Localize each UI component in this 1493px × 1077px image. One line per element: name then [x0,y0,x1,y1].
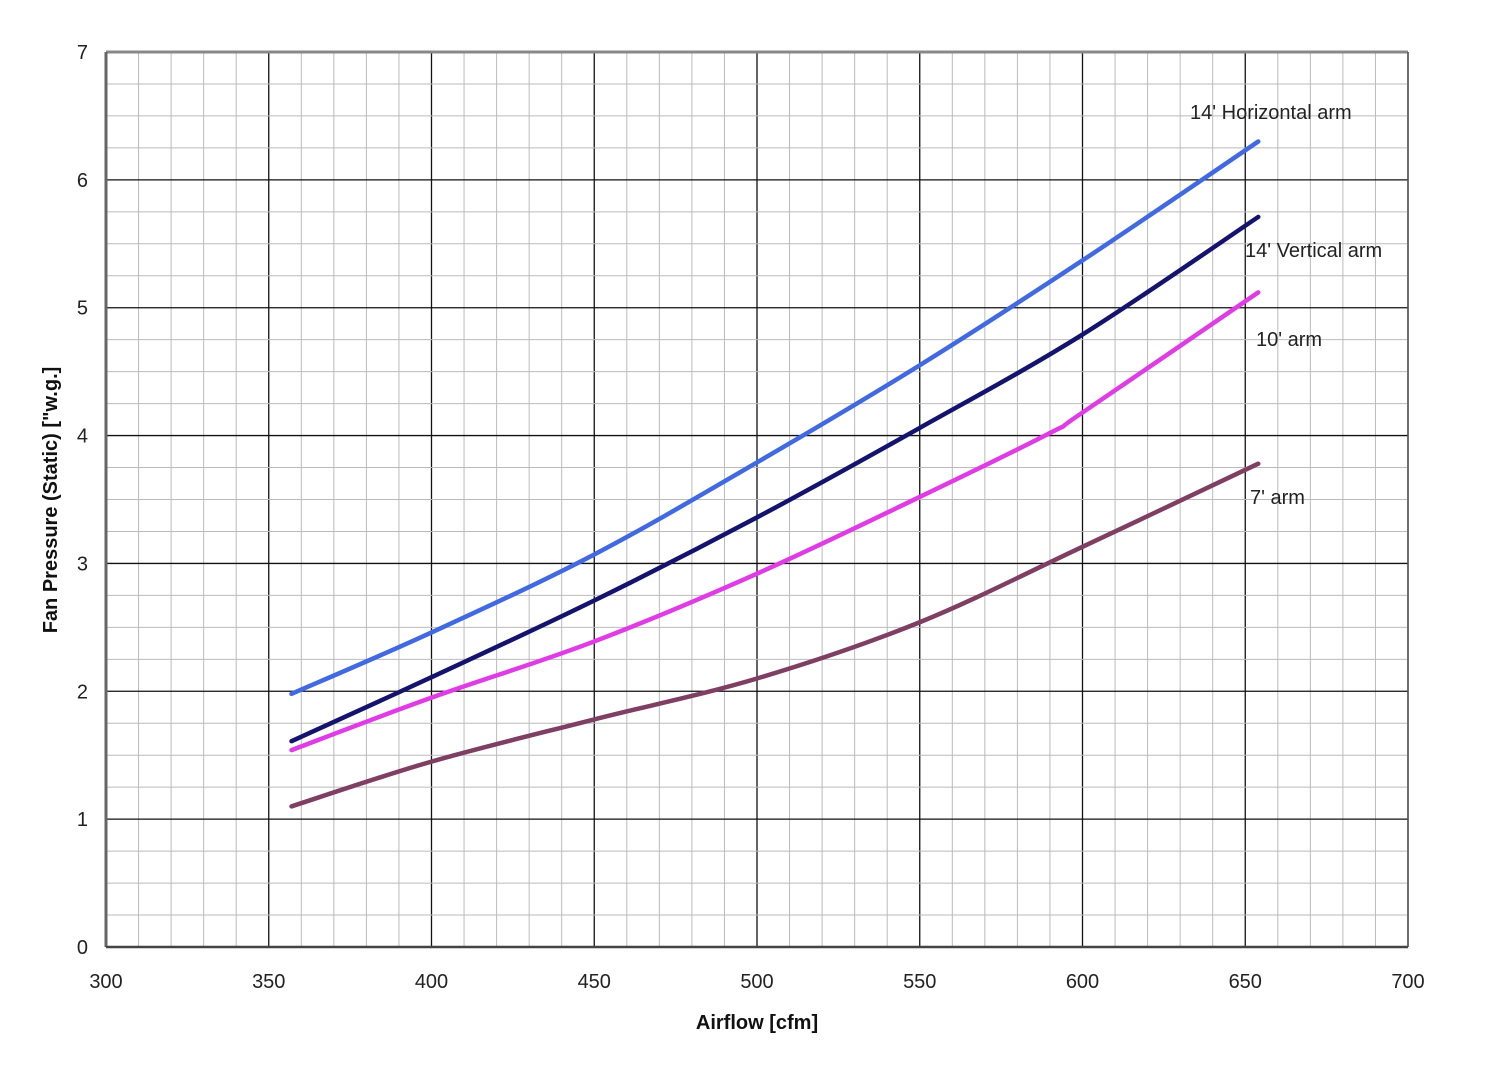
x-tick-label: 350 [252,971,285,993]
y-tick-label: 2 [77,681,88,703]
y-tick-label: 5 [77,298,88,320]
x-tick-label: 600 [1066,971,1099,993]
series-label: 14' Vertical arm [1245,240,1382,262]
x-tick-label: 300 [89,971,122,993]
y-tick-label: 1 [77,809,88,831]
y-tick-label: 7 [77,42,88,64]
y-tick-label: 6 [77,170,88,192]
series-labels: 14' Horizontal arm 14' Vertical arm 10' ar… [1190,102,1382,509]
series-label: 10' arm [1256,329,1322,351]
x-tick-label: 500 [740,971,773,993]
series-line [289,290,1261,753]
x-tick-label: 700 [1391,971,1424,993]
y-axis-label: Fan Pressure (Static) ["w.g.] [40,367,62,634]
y-tick-label: 0 [77,937,88,959]
series-lines [289,139,1261,809]
series-label: 14' Horizontal arm [1190,102,1352,124]
series-line [289,461,1261,809]
series-label: 7' arm [1250,487,1305,509]
tick-labels: 300 350 400 450 500 550 600 650 700 0 1 2 3 4 5 6 7 [77,42,1425,993]
series-line [289,139,1261,697]
x-axis-label: Airflow [cfm] [696,1012,818,1034]
x-tick-label: 650 [1229,971,1262,993]
y-tick-label: 3 [77,553,88,575]
x-tick-label: 450 [578,971,611,993]
series-line [289,214,1261,744]
y-tick-label: 4 [77,426,88,448]
grid [104,50,1409,949]
x-tick-label: 400 [415,971,448,993]
x-tick-label: 550 [903,971,936,993]
